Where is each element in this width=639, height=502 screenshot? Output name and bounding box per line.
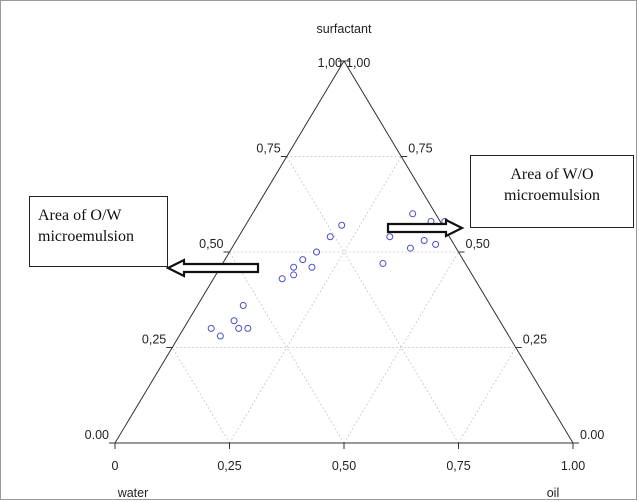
data-point (216, 332, 224, 340)
data-point (409, 210, 417, 218)
data-point (290, 271, 298, 279)
data-point (235, 324, 243, 332)
grid-line (458, 347, 517, 444)
data-point (239, 301, 247, 309)
data-point (207, 324, 215, 332)
tick-marks (109, 60, 579, 449)
data-point (299, 256, 307, 264)
data-point (308, 263, 316, 271)
triangle-outline (114, 60, 574, 444)
tick-label-right: 1,00 (346, 56, 370, 70)
tick-label-left: 0,50 (199, 237, 223, 251)
tick-label-bottom: 1.00 (561, 459, 585, 473)
data-point (338, 221, 346, 229)
tick-label-left: 0.00 (85, 428, 109, 442)
grid-line (343, 251, 459, 444)
data-point (313, 248, 321, 256)
tick-label-left: 1,00 (318, 56, 342, 70)
callout-wo-microemulsion: Area of W/O microemulsion (470, 155, 634, 228)
tick-label-bottom: 0,50 (332, 459, 356, 473)
data-point (386, 233, 394, 241)
tick-label-left: 0,75 (256, 142, 280, 156)
annotation-arrows (165, 218, 465, 278)
data-point (244, 324, 252, 332)
tick-label-bottom: 0 (112, 459, 119, 473)
grid-line (229, 251, 345, 444)
arrow-left-ow (165, 258, 260, 278)
grid-lines (171, 156, 517, 444)
data-point (432, 240, 440, 248)
data-point (326, 233, 334, 241)
tick-label-right: 0,75 (408, 142, 432, 156)
vertex-label-water: water (117, 486, 149, 500)
tick-label-left: 0,25 (142, 333, 166, 347)
tick-label-right: 0,25 (523, 333, 547, 347)
callout-ow-microemulsion: Area of O/W microemulsion (29, 196, 168, 267)
data-point (379, 259, 387, 267)
tick-label-bottom: 0,25 (217, 459, 241, 473)
tick-label-bottom: 0,75 (446, 459, 470, 473)
tick-label-right: 0,50 (466, 237, 490, 251)
data-point (290, 263, 298, 271)
data-point (420, 237, 428, 245)
vertex-label-surfactant: surfactant (317, 22, 372, 36)
arrow-right-wo (386, 218, 465, 238)
grid-line (171, 347, 230, 444)
triangle-border (114, 60, 574, 444)
data-point (230, 317, 238, 325)
vertex-label-oil: oil (547, 486, 560, 500)
data-point (406, 244, 414, 252)
grid-line (229, 156, 402, 444)
grid-line (286, 156, 459, 444)
tick-labels: 0 0,25 0,50 0,75 1.00 1,00 0,75 0,50 0,25 0.00 1,0… (85, 22, 605, 500)
tick-label-right: 0.00 (580, 428, 604, 442)
data-point (278, 275, 286, 283)
